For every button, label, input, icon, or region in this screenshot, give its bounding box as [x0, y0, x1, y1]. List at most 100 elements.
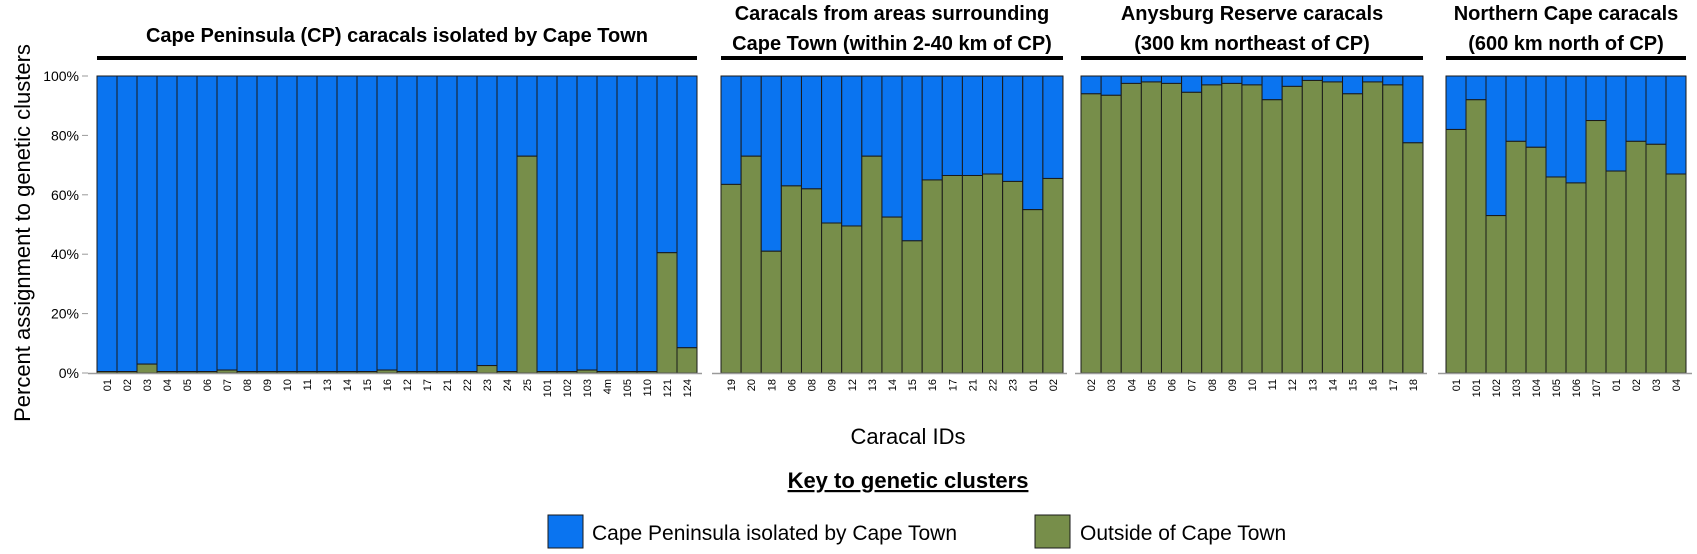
x-tick-label: 18	[766, 379, 778, 391]
x-tick-label: 05	[1146, 379, 1158, 391]
bar-cape-peninsula-g3-5	[1160, 75, 1183, 84]
bar-outside-g2-5	[800, 188, 823, 374]
bar-outside-g3-5	[1160, 82, 1183, 374]
bar-cape-peninsula-g4-5	[1525, 75, 1547, 148]
bar-cape-peninsula-g1-5	[176, 75, 198, 373]
bar-outside-g3-11	[1281, 85, 1303, 374]
x-tick-label: 101	[1471, 379, 1483, 397]
bar-outside-g4-3	[1485, 215, 1507, 374]
bar-cape-peninsula-g3-10	[1261, 75, 1283, 101]
bar-outside-g4-6	[1545, 176, 1567, 374]
x-tick-label: 06	[786, 379, 798, 391]
bar-cape-peninsula-g1-12	[316, 75, 338, 373]
bar-outside-g2-13	[961, 174, 984, 374]
bar-cape-peninsula-g1-24	[556, 75, 578, 373]
bar-outside-g3-8	[1221, 82, 1243, 374]
bar-outside-g1-20	[476, 365, 498, 374]
x-tick-label: 15	[1348, 379, 1360, 391]
x-tick-label: 04	[1671, 379, 1683, 391]
bar-cape-peninsula-g1-9	[256, 75, 278, 373]
bar-cape-peninsula-g2-8	[861, 75, 883, 157]
x-tick-label: 22	[462, 379, 474, 391]
bar-cape-peninsula-g1-11	[296, 75, 318, 373]
bar-cape-peninsula-g2-10	[901, 75, 923, 242]
bar-outside-g2-3	[760, 250, 782, 374]
bar-outside-g3-10	[1261, 99, 1283, 374]
group-title-3-line-1: Anysburg Reserve caracals	[1121, 3, 1383, 25]
x-tick-label: 103	[1511, 379, 1523, 397]
bar-cape-peninsula-g2-12	[941, 75, 963, 176]
x-tick-label: 09	[262, 379, 274, 391]
x-tick-label: 105	[622, 379, 634, 397]
x-tick-label: 13	[1307, 379, 1319, 391]
bar-outside-g3-13	[1321, 81, 1344, 374]
legend-swatch-outside	[1034, 514, 1071, 549]
x-tick-label: 09	[827, 379, 839, 391]
y-axis: 0% 20% 40% 60% 80% 100%	[43, 68, 88, 381]
bar-outside-g4-10	[1625, 140, 1647, 374]
bar-outside-g2-8	[861, 155, 883, 374]
x-tick-label: 08	[1207, 379, 1219, 391]
x-tick-label: 10	[1247, 379, 1259, 391]
bar-cape-peninsula-g1-30	[676, 75, 698, 349]
bar-cape-peninsula-g3-15	[1362, 75, 1384, 83]
x-tick-label: 06	[1167, 379, 1179, 391]
x-tick-label: 03	[1106, 379, 1118, 391]
bar-outside-g2-1	[720, 183, 742, 374]
x-tick-label: 23	[1008, 379, 1020, 391]
bar-cape-peninsula-g3-11	[1281, 75, 1303, 87]
x-tick-label: 07	[222, 379, 234, 391]
bar-outside-g4-12	[1665, 173, 1687, 374]
bar-cape-peninsula-g3-16	[1382, 75, 1404, 86]
bar-cape-peninsula-g1-26	[596, 75, 618, 373]
bar-outside-g4-1	[1445, 128, 1467, 374]
x-tick-label: 01	[1028, 379, 1040, 391]
bar-outside-g2-15	[1002, 180, 1024, 374]
bar-cape-peninsula-g3-2	[1100, 75, 1122, 96]
group-title-4-line-2: (600 km north of CP)	[1468, 33, 1664, 55]
y-tick-label: 60%	[51, 187, 79, 203]
x-tick-label: 17	[422, 379, 434, 391]
x-tick-label: 02	[1086, 379, 1098, 391]
bar-outside-g3-1	[1080, 93, 1102, 374]
bar-cape-peninsula-g1-13	[336, 75, 358, 373]
x-tick-label: 12	[1287, 379, 1299, 391]
x-tick-label: 03	[1651, 379, 1663, 391]
bar-outside-g3-17	[1402, 142, 1424, 374]
bar-cape-peninsula-g4-10	[1625, 75, 1647, 142]
bar-cape-peninsula-g4-3	[1485, 75, 1507, 217]
x-tick-label: 102	[1491, 379, 1503, 397]
bar-cape-peninsula-g4-6	[1545, 75, 1567, 178]
x-tick-label: 03	[142, 379, 154, 391]
bar-outside-g2-17	[1042, 177, 1064, 374]
x-tick-label: 121	[662, 379, 674, 397]
group-title-1-line-1: Cape Peninsula (CP) caracals isolated by…	[146, 25, 648, 47]
bar-outside-g3-6	[1181, 91, 1203, 374]
bar-outside-g2-16	[1022, 209, 1044, 374]
bar-cape-peninsula-g1-7	[216, 75, 238, 371]
bar-cape-peninsula-g3-8	[1221, 75, 1243, 84]
x-tick-label: 02	[1048, 379, 1060, 391]
x-tick-label: 23	[482, 379, 494, 391]
x-tick-label: 16	[927, 379, 939, 391]
x-tick-label: 07	[1187, 379, 1199, 391]
bar-cape-peninsula-g1-23	[536, 75, 558, 373]
x-tick-label: 14	[887, 379, 899, 391]
x-tick-label: 103	[582, 379, 594, 397]
bar-cape-peninsula-g4-4	[1505, 75, 1527, 142]
bar-cape-peninsula-g1-20	[476, 75, 498, 367]
x-tick-label: 16	[1368, 379, 1380, 391]
y-tick-label: 100%	[43, 68, 79, 84]
bar-outside-g3-9	[1241, 84, 1263, 374]
x-tick-label: 14	[342, 379, 354, 391]
bar-outside-g3-15	[1362, 81, 1384, 374]
bar-cape-peninsula-g4-7	[1565, 75, 1587, 184]
x-tick-label: 01	[1611, 379, 1623, 391]
x-tick-label: 02	[1631, 379, 1643, 391]
bar-cape-peninsula-g1-8	[236, 75, 258, 373]
bar-outside-g1-25	[576, 369, 598, 374]
x-tick-label: 09	[1227, 379, 1239, 391]
bar-outside-g2-6	[821, 222, 843, 374]
x-tick-label: 15	[362, 379, 374, 391]
